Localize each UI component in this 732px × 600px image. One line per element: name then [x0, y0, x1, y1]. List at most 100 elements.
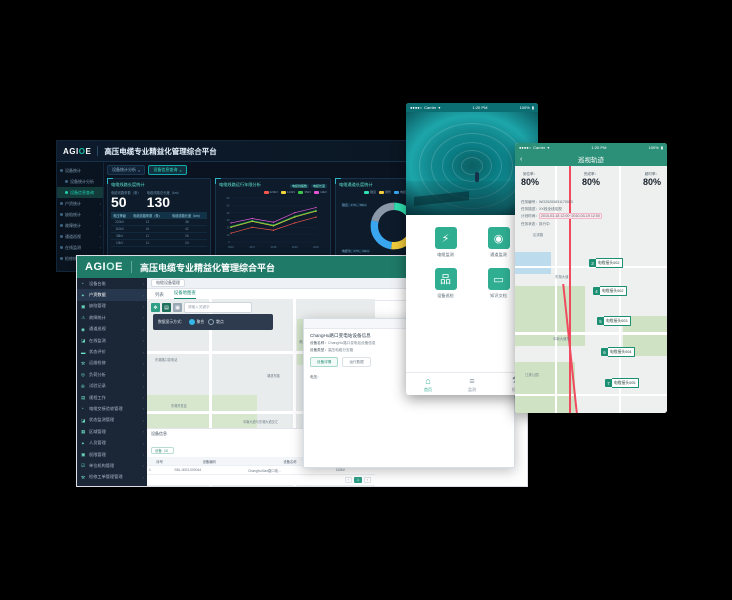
app-2[interactable]: 品设备巡检: [428, 268, 463, 299]
green-sidebar-item-4[interactable]: ◉ 通道巡视 ‹: [77, 324, 147, 335]
map-search-input[interactable]: 请输入关键字: [184, 302, 252, 313]
dashboard-header: AGIOE 高压电缆专业精益化管理综合平台: [57, 141, 457, 162]
green-sidebar-item-10[interactable]: ▤ 规程工作 ‹: [77, 392, 147, 403]
table-cell: 220kV: [111, 219, 129, 226]
green-sidebar-label: 人员管理: [89, 440, 106, 446]
green-sidebar-item-7[interactable]: ⚒ 运维检修 ‹: [77, 358, 147, 369]
green-app-sidebar[interactable]: ◔ 设备台账 ‹ ✦ 户资数据 ‹ ▣ 缺陷管理 ‹ ⚠ 故障统计 ‹ ◉ 通道巡视 ‹ ◪ 在线监测 ‹ ▬ 状态评…: [77, 278, 147, 486]
close-icon[interactable]: ×: [179, 167, 182, 173]
dash-sidebar-item-4[interactable]: 缺陷统计 ›: [57, 209, 103, 220]
bolt-icon[interactable]: ⚡: [434, 227, 457, 249]
network-icon[interactable]: 品: [434, 268, 457, 290]
modal-button-1[interactable]: 运行数据: [342, 357, 371, 367]
map-toolbar[interactable]: ✥ ▤ ▣ 请输入关键字: [151, 302, 252, 313]
book-icon[interactable]: ▭: [487, 268, 510, 290]
green-sidebar-item-9[interactable]: ✇ 试验记录 ‹: [77, 381, 147, 392]
panel2-chip-0[interactable]: 电缆线路数: [289, 184, 309, 188]
map-marker-7[interactable]: 7 电缆接头005: [605, 378, 639, 388]
pointer-icon[interactable]: ✥: [151, 303, 160, 312]
field-label: 设备类型：: [310, 348, 328, 352]
green-sidebar-item-16[interactable]: ☑ 单位机构管理 ‹: [77, 460, 147, 471]
map-marker-6[interactable]: 6 电缆接头004: [601, 347, 635, 357]
app-grid[interactable]: ⚡ 电缆监测 ◉ 通道监测品设备巡检 ▭ 知识文档: [406, 215, 538, 305]
dash-sidebar-item-3[interactable]: 户资统计 ›: [57, 198, 103, 209]
green-sidebar-item-14[interactable]: ✦ 人员管理 ‹: [77, 437, 147, 448]
green-sidebar-item-8[interactable]: ◎ 负荷分析 ‹: [77, 369, 147, 380]
dashboard-sidebar[interactable]: 设备统计 设备统计分析 设备信息查询 户资统计 › 缺陷统计 › 故障统计 › 通道巡视 › 在线监测…: [57, 162, 104, 271]
measure-icon[interactable]: ▣: [173, 303, 182, 312]
panel2-chips[interactable]: 电缆线路数 电缆长度: [289, 184, 327, 188]
green-sidebar-item-5[interactable]: ◪ 在线监测 ‹: [77, 335, 147, 346]
table-chip[interactable]: 设备（3）: [151, 447, 175, 454]
info-key: 任务编号：: [521, 200, 539, 204]
open-tab[interactable]: 电缆设备管理: [151, 279, 185, 287]
logo-divider: [97, 146, 99, 156]
phone1-tabbar[interactable]: ⌂首页≡监测⚒检修: [406, 372, 538, 395]
app-label: 知识文档: [490, 293, 507, 298]
phone1-tab-0[interactable]: ⌂ 首页: [424, 376, 432, 393]
chevron-right-icon: ‹: [142, 349, 144, 355]
green-sidebar-item-13[interactable]: ▦ 区域管理 ‹: [77, 426, 147, 437]
app-1[interactable]: ◉ 通道监测: [481, 227, 516, 258]
svg-text:2018: 2018: [271, 245, 277, 249]
map-marker-5[interactable]: 5 电缆接头003: [597, 316, 631, 326]
dash-sidebar-item-6[interactable]: 通道巡视 ›: [57, 231, 103, 242]
dash-sidebar-item-2[interactable]: 设备信息查询: [57, 187, 103, 198]
chevron-right-icon: ‹: [142, 406, 144, 412]
legend-swatch: [363, 190, 369, 194]
pager-button-0[interactable]: ‹: [345, 477, 353, 483]
green-sidebar-item-0[interactable]: ◔ 设备台账 ‹: [77, 278, 147, 289]
table-row[interactable]: 35kV 11 26: [111, 232, 207, 240]
dash-sidebar-item-5[interactable]: 故障统计 ›: [57, 220, 103, 231]
map-display-mode-popup[interactable]: 数据显示方式： 聚合 散点: [153, 314, 273, 330]
chevron-right-icon: ‹: [142, 452, 144, 458]
pager-button-2[interactable]: ›: [363, 477, 371, 483]
battery-icon: ▮: [660, 145, 663, 150]
green-sidebar-item-2[interactable]: ▣ 缺陷管理 ‹: [77, 301, 147, 312]
green-sidebar-item-1[interactable]: ✦ 户资数据 ‹: [77, 289, 147, 301]
app-0[interactable]: ⚡ 电缆监测: [428, 227, 463, 258]
radio-option-scatter[interactable]: 散点: [208, 319, 224, 325]
table-row[interactable]: 220kV 12 38: [111, 219, 207, 226]
table-pager[interactable]: ‹ 1 ›: [147, 475, 375, 485]
layers-icon[interactable]: ▤: [162, 303, 171, 312]
radio-option-cluster[interactable]: 聚合: [188, 319, 204, 325]
green-sidebar-item-6[interactable]: ▬ 状态评价 ‹: [77, 346, 147, 357]
green-open-tabbar[interactable]: 电缆设备管理: [147, 278, 527, 289]
table-cell: 11: [128, 232, 167, 240]
gauge-icon[interactable]: ◉: [487, 227, 510, 249]
panel2-chip-1[interactable]: 电缆长度: [310, 184, 327, 188]
modal-button-0[interactable]: 设备详情: [310, 357, 339, 367]
dash-sidebar-item-1[interactable]: 设备统计分析: [57, 176, 103, 187]
dash-sidebar-item-0[interactable]: 设备统计: [57, 165, 103, 176]
app-3[interactable]: ▭ 知识文档: [481, 268, 516, 299]
dashboard-tabbar[interactable]: 设备统计分析 × 设备信息查询 ×: [107, 165, 454, 175]
chevron-right-icon: ›: [99, 201, 101, 206]
info-key: 任务状态：: [521, 221, 539, 226]
table-row[interactable]: 10kV 11 24: [111, 239, 207, 247]
green-sidebar-item-15[interactable]: ▣ 权限管理 ‹: [77, 449, 147, 460]
table-row[interactable]: 1 SBL-0003-000044 ChanghuXian路口电... 110kV: [147, 465, 375, 475]
pager-button-1[interactable]: 1: [354, 477, 362, 483]
green-sidebar-item-11[interactable]: ◔ 电缆交接验收管理 ‹: [77, 403, 147, 414]
green-sidebar-item-17[interactable]: ⚒ 检修工单管理管理 ‹: [77, 472, 147, 483]
table-row[interactable]: 110kV 16 42: [111, 225, 207, 233]
chevron-left-icon[interactable]: ‹: [520, 155, 523, 163]
dash-sidebar-item-7[interactable]: 在线监测 ›: [57, 242, 103, 253]
legend-label: 电缆沟: [400, 190, 410, 194]
close-icon[interactable]: ×: [138, 167, 141, 173]
track-map[interactable]: 到位率： 80% 完成率： 80% 超时率： 80% 任务编号：WO20200831170…: [515, 166, 667, 413]
table-cell: 38: [166, 219, 207, 226]
green-subtab-0[interactable]: 列表: [155, 292, 164, 297]
dash-tab-1[interactable]: 设备信息查询 ×: [148, 165, 187, 175]
green-sidebar-item-3[interactable]: ⚠ 故障统计 ‹: [77, 312, 147, 323]
track-stats: 到位率： 80% 完成率： 80% 超时率： 80%: [521, 172, 661, 187]
phone1-tab-1[interactable]: ≡ 监测: [468, 376, 476, 393]
dash-tab-0[interactable]: 设备统计分析 ×: [107, 165, 146, 175]
table-cell: 42: [166, 225, 207, 233]
green-sidebar-item-12[interactable]: ◪ 状态监测管理 ‹: [77, 415, 147, 426]
green-sidebar-label: 规程工作: [89, 394, 106, 400]
map-marker-3[interactable]: 3 电缆接头002: [589, 258, 623, 268]
panel3-title: 电缆通道长度统计: [339, 182, 373, 187]
map-marker-4[interactable]: 4 电缆接头002: [593, 286, 627, 296]
